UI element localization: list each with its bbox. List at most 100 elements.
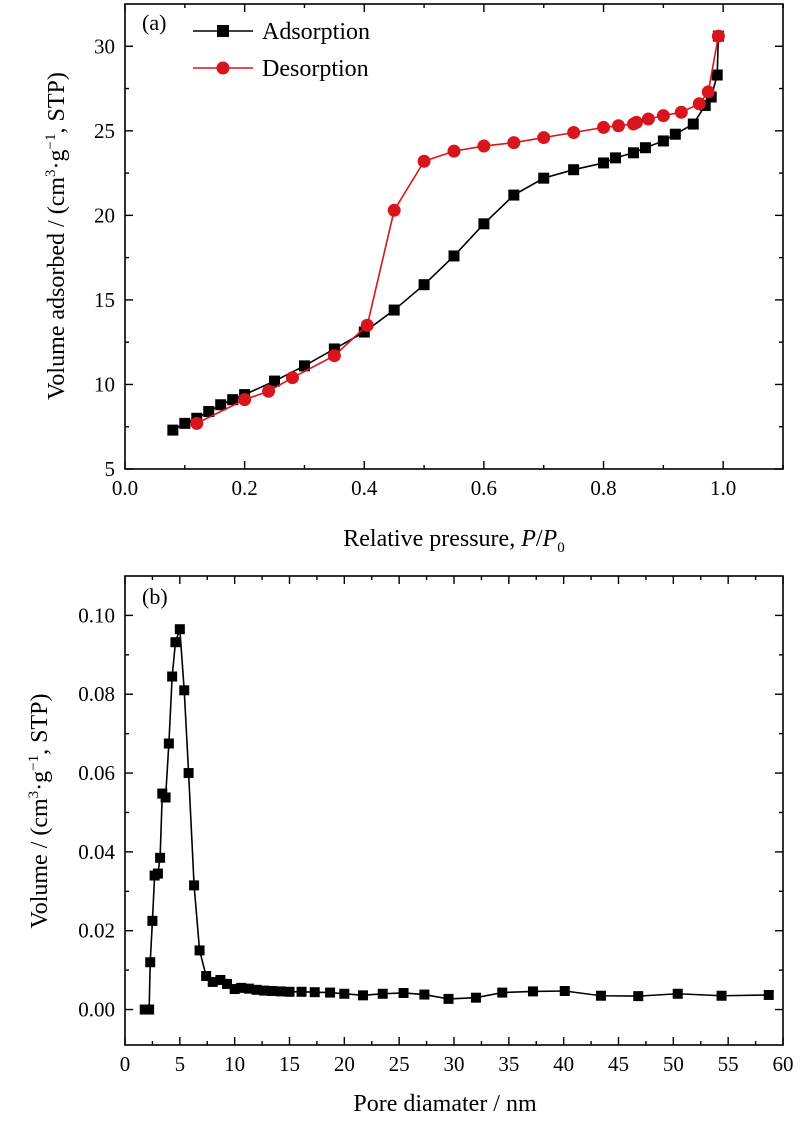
panel-b-xlabel: Pore diamater / nm	[353, 1091, 537, 1117]
legend-desorption-label: Desorption	[262, 56, 369, 82]
series-point	[201, 971, 212, 982]
y-tick-label: 0.02	[78, 919, 115, 943]
adsorption-point	[269, 375, 281, 387]
x-tick-label: 25	[389, 1052, 410, 1076]
desorption-point	[327, 349, 341, 363]
panel-a-series	[167, 29, 725, 436]
series-point	[595, 990, 606, 1001]
desorption-point	[692, 97, 706, 111]
desorption-point	[597, 120, 611, 134]
desorption-line	[196, 35, 720, 425]
x-tick-label: 10	[224, 1052, 245, 1076]
series-point	[215, 974, 226, 985]
series-point	[672, 988, 683, 999]
x-tick-label: 0.0	[112, 476, 138, 500]
desorption-point	[674, 105, 688, 119]
adsorption-point	[328, 343, 340, 355]
adsorption-point	[203, 406, 215, 418]
panel-b-series	[139, 624, 774, 1015]
desorption-point	[656, 109, 670, 123]
series-point	[174, 624, 185, 635]
x-tick-label: 15	[279, 1052, 300, 1076]
series-point	[251, 984, 262, 995]
series-point	[189, 880, 200, 891]
series-point	[183, 768, 194, 779]
series-point	[398, 987, 409, 998]
series-point	[207, 976, 218, 987]
panel-b-ticks: 0 5 10 15 20 25 30 35 40 45 50 55 60 0.00 0.02 0.04 0.06…	[78, 576, 794, 1076]
desorption-point	[360, 318, 374, 332]
series-line	[144, 628, 769, 1011]
series-point	[275, 986, 286, 997]
x-tick-label: 30	[444, 1052, 465, 1076]
y-tick-label: 10	[94, 372, 115, 396]
desorption-point	[447, 144, 461, 158]
adsorption-point	[215, 399, 227, 411]
panel-b-label: (b)	[142, 584, 168, 609]
series-point	[339, 988, 350, 999]
series-point	[443, 993, 454, 1004]
adsorption-point	[358, 326, 370, 338]
series-point	[470, 992, 481, 1003]
adsorption-point	[508, 189, 520, 201]
panel-a-frame	[124, 3, 784, 470]
legend-item-adsorption: Adsorption	[193, 19, 370, 45]
desorption-point	[190, 416, 204, 430]
y-tick-label: 30	[94, 34, 115, 58]
adsorption-point	[448, 250, 460, 262]
x-tick-label: 0.8	[590, 476, 616, 500]
y-tick-label: 0.04	[78, 840, 115, 864]
series-point	[221, 978, 232, 989]
series-point	[497, 987, 508, 998]
y-tick-label: 0.08	[78, 682, 115, 706]
series-point	[259, 985, 270, 996]
x-tick-label: 35	[498, 1052, 519, 1076]
series-point	[527, 986, 538, 997]
panel-b: 0 5 10 15 20 25 30 35 40 45 50 55 60 0.00 0.02 0.04 0.06…	[26, 575, 794, 1117]
series-point	[559, 986, 570, 997]
desorption-point	[711, 29, 725, 43]
series-point	[236, 982, 247, 993]
legend-adsorption-marker	[217, 25, 229, 37]
series-point	[419, 989, 430, 1000]
x-tick-label: 0.2	[232, 476, 258, 500]
adsorption-point	[298, 360, 310, 372]
desorption-point	[238, 393, 252, 407]
x-tick-label: 60	[773, 1052, 794, 1076]
panel-b-ylabel: Volume / (cm3·g−1, STP)	[26, 693, 53, 928]
panel-b-frame	[124, 575, 784, 1046]
series-point	[160, 792, 171, 803]
series-point	[229, 984, 240, 995]
desorption-point	[387, 203, 401, 217]
desorption-point	[477, 139, 491, 153]
y-tick-label: 25	[94, 119, 115, 143]
desorption-point	[612, 119, 625, 133]
adsorption-point	[227, 394, 239, 406]
panel-a-ticks: 0.0 0.2 0.4 0.6 0.8 1.0 5 10 15 20 25 30	[94, 4, 784, 500]
series-point	[357, 990, 368, 1001]
series-point	[763, 989, 774, 1000]
desorption-point	[626, 117, 640, 131]
adsorption-point	[627, 147, 639, 159]
adsorption-point	[179, 417, 191, 429]
series-point	[296, 986, 307, 997]
series-point	[309, 987, 320, 998]
adsorption-point	[478, 218, 490, 230]
adsorption-point	[388, 304, 400, 316]
series-point	[284, 986, 295, 997]
x-tick-label: 45	[608, 1052, 629, 1076]
y-tick-label: 20	[94, 203, 115, 227]
x-tick-label: 5	[175, 1052, 186, 1076]
adsorption-point	[657, 135, 669, 147]
panel-a-label: (a)	[142, 10, 166, 35]
series-point	[170, 637, 181, 648]
legend: Adsorption Desorption	[193, 19, 370, 82]
adsorption-point	[687, 118, 699, 130]
x-tick-label: 0.6	[471, 476, 497, 500]
series-point	[377, 988, 388, 999]
x-tick-label: 50	[663, 1052, 684, 1076]
desorption-point	[285, 371, 299, 385]
series-point	[243, 983, 254, 994]
